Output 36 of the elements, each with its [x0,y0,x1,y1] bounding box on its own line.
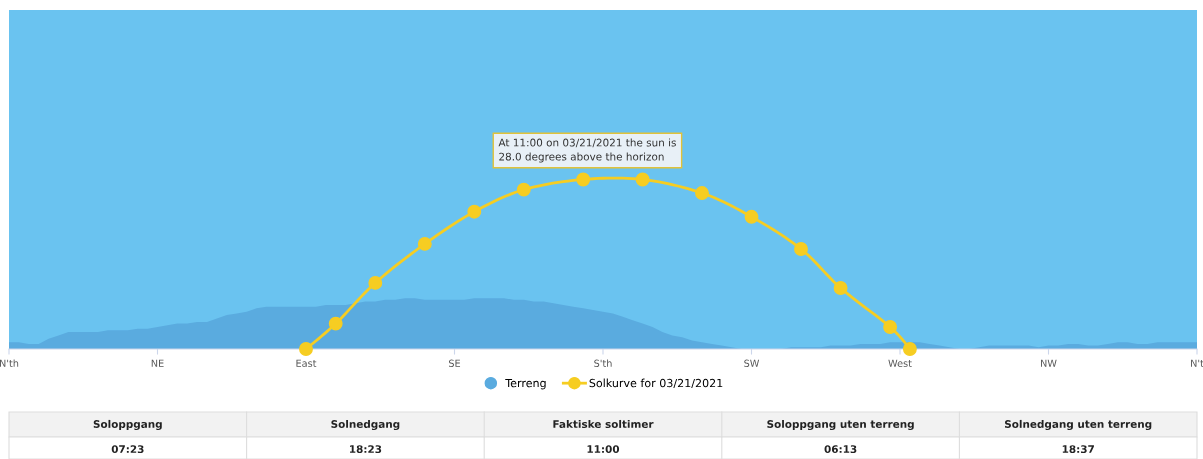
point [299,342,313,356]
point [417,236,432,251]
text: Solnedgang uten terreng [1004,419,1152,431]
text: Soloppgang uten terreng [767,419,914,431]
text: At 11:00 on 03/21/2021 the sun is 28.0 degrees above the horizon [498,138,676,163]
legend-label: Solkurve for 03/21/2021 [589,378,723,389]
x-tick-label: N'th [0,359,19,367]
point [368,275,383,290]
text: 18:37 [1062,445,1094,454]
point [883,320,898,334]
x-tick-label: S'th [594,359,612,367]
text: 06:13 [824,445,857,454]
x-tick-label: SE [448,359,461,367]
point [744,209,759,224]
x-tick-label: West [888,359,912,367]
x-tick-label: SW [744,359,760,367]
point [576,172,591,187]
text: Soloppgang [93,419,162,431]
point [833,281,848,295]
text: 11:00 [587,445,620,454]
legend-label: Terreng [505,378,546,390]
point [635,172,650,187]
text: 07:23 [111,445,144,454]
point [902,342,917,356]
x-tick-label: N't [1191,359,1203,367]
point [328,316,343,331]
x-tick-label: NW [1041,359,1057,367]
x-tick-label: NE [151,359,164,367]
point [467,204,482,219]
point [794,242,808,256]
text: Faktiske soltimer [553,419,654,429]
text: 18:23 [350,445,382,454]
point [516,182,531,197]
text: Solnedgang [331,419,400,431]
point [695,186,709,201]
x-tick-label: East [296,359,317,367]
